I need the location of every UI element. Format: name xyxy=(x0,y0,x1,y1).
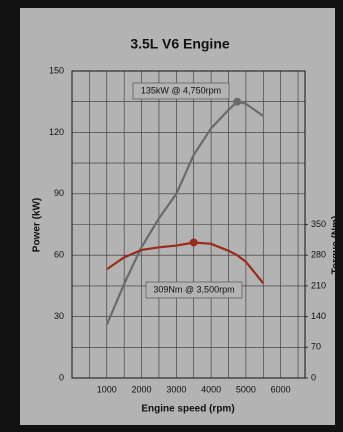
y-tick-label: 150 xyxy=(49,65,64,75)
y2-tick-label: 70 xyxy=(311,342,321,352)
y-tick-label: 120 xyxy=(49,127,64,137)
x-tick-label: 5000 xyxy=(236,384,256,394)
y2-axis-label: Torque (Nm) xyxy=(331,216,342,275)
x-tick-label: 1000 xyxy=(97,384,117,394)
x-tick-label: 2000 xyxy=(132,384,152,394)
peak-marker xyxy=(233,97,242,106)
annotation-box xyxy=(132,82,230,100)
plot-border xyxy=(71,70,306,379)
annotation-box xyxy=(145,281,243,299)
x-tick-label: 4000 xyxy=(201,384,221,394)
y-tick-label: 60 xyxy=(54,250,64,260)
y2-tick-label: 350 xyxy=(311,219,326,229)
y-tick-label: 0 xyxy=(59,372,64,382)
y-axis-label: Power (kW) xyxy=(32,198,43,252)
y2-tick-label: 210 xyxy=(311,280,326,290)
x-axis-label: Engine speed (rpm) xyxy=(141,404,234,415)
y2-tick-label: 0 xyxy=(311,372,316,382)
annotation: 309Nm @ 3,500rpm xyxy=(153,284,234,294)
peak-marker xyxy=(189,238,198,247)
chart-title: 3.5L V6 Engine xyxy=(130,36,230,52)
y2-tick-label: 280 xyxy=(311,250,326,260)
x-tick-label: 3000 xyxy=(166,384,186,394)
x-tick-label: 6000 xyxy=(271,384,291,394)
y-tick-label: 90 xyxy=(54,188,64,198)
y2-tick-label: 140 xyxy=(311,311,326,321)
annotation: 135kW @ 4,750rpm xyxy=(141,85,221,95)
y-tick-label: 30 xyxy=(54,311,64,321)
